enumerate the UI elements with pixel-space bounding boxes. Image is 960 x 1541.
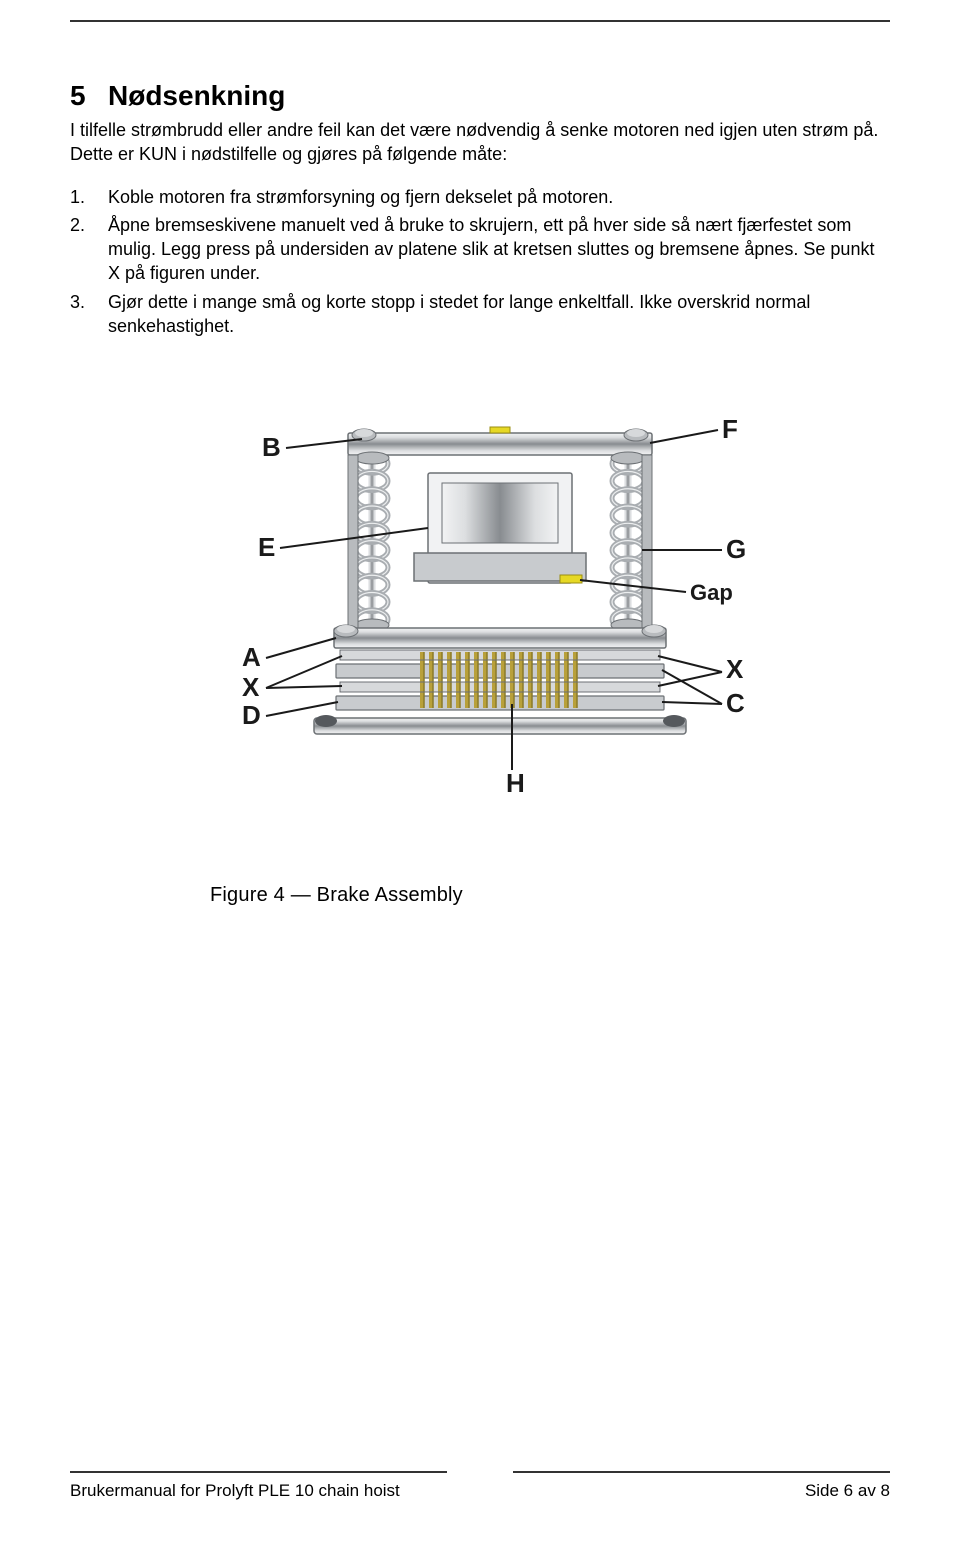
svg-text:A: A (242, 642, 261, 672)
step-number: 3. (70, 290, 100, 314)
svg-text:E: E (258, 532, 275, 562)
svg-text:X: X (726, 654, 744, 684)
list-item: 3. Gjør dette i mange små og korte stopp… (108, 290, 890, 339)
step-text: Koble motoren fra strømforsyning og fjer… (108, 187, 613, 207)
section-intro: I tilfelle strømbrudd eller andre feil k… (70, 118, 890, 167)
svg-text:C: C (726, 688, 745, 718)
section-heading: 5Nødsenkning (70, 80, 890, 112)
page-footer: Brukermanual for Prolyft PLE 10 chain ho… (70, 1471, 890, 1501)
svg-text:F: F (722, 414, 738, 444)
brake-assembly-diagram: BFEGGapAXDXCH (170, 378, 790, 858)
steps-list: 1. Koble motoren fra strømforsyning og f… (70, 185, 890, 339)
footer-left: Brukermanual for Prolyft PLE 10 chain ho… (70, 1481, 400, 1501)
list-item: 2. Åpne bremseskivene manuelt ved å bruk… (108, 213, 890, 286)
svg-text:B: B (262, 432, 281, 462)
svg-text:H: H (506, 768, 525, 798)
footer-right: Side 6 av 8 (805, 1481, 890, 1501)
svg-text:Gap: Gap (690, 580, 733, 605)
footer-rule-right (513, 1471, 890, 1473)
top-rule (70, 20, 890, 22)
step-text: Åpne bremseskivene manuelt ved å bruke t… (108, 215, 874, 284)
step-number: 2. (70, 213, 100, 237)
figure: BFEGGapAXDXCH Figure 4 — Brake Assembly (70, 378, 890, 907)
step-number: 1. (70, 185, 100, 209)
footer-rule-left (70, 1471, 447, 1473)
figure-caption: Figure 4 — Brake Assembly (210, 884, 890, 907)
section-number: 5 (70, 80, 108, 112)
section-title-text: Nødsenkning (108, 80, 285, 111)
step-text: Gjør dette i mange små og korte stopp i … (108, 292, 810, 336)
page: 5Nødsenkning I tilfelle strømbrudd eller… (0, 0, 960, 1541)
svg-text:G: G (726, 534, 746, 564)
svg-text:D: D (242, 700, 261, 730)
list-item: 1. Koble motoren fra strømforsyning og f… (108, 185, 890, 209)
svg-text:X: X (242, 672, 260, 702)
